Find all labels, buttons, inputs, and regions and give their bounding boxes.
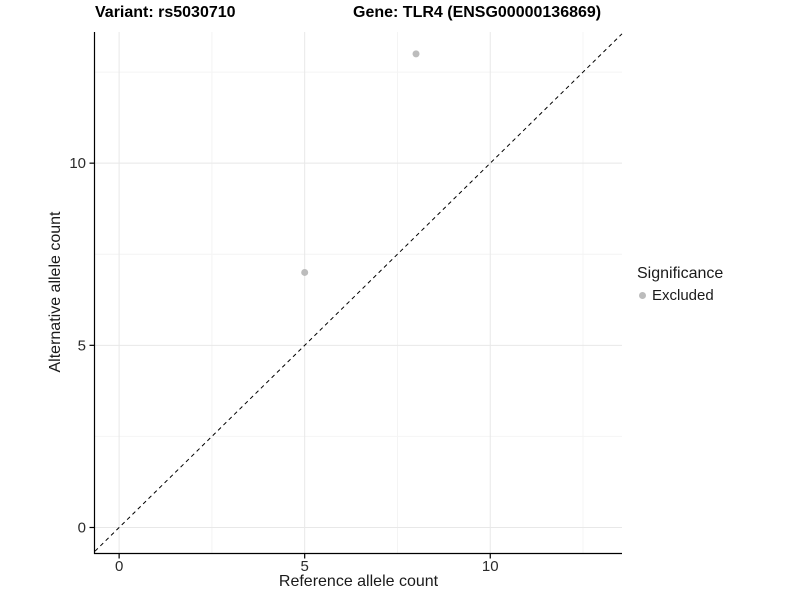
data-point — [301, 268, 309, 276]
excluded-point-icon — [639, 292, 646, 299]
y-axis-title: Alternative allele count — [47, 211, 64, 373]
y-tick-label: 5 — [78, 337, 86, 354]
legend: Significance Excluded — [637, 265, 723, 304]
plot-title-variant: Variant: rs5030710 — [95, 4, 236, 21]
plot-title-gene: Gene: TLR4 (ENSG00000136869) — [353, 4, 602, 21]
legend-title: Significance — [637, 265, 724, 282]
y-tick-label: 10 — [69, 155, 86, 172]
x-tick-label: 10 — [482, 558, 499, 575]
legend-item-label: Excluded — [652, 287, 714, 304]
identity-reference-line — [94, 33, 623, 552]
y-tick-label: 0 — [78, 519, 86, 536]
data-point — [412, 50, 420, 58]
x-tick-label: 5 — [301, 558, 309, 575]
x-axis-title: Reference allele count — [278, 573, 439, 590]
legend-item-excluded: Excluded — [637, 287, 723, 304]
x-tick-label: 0 — [115, 558, 123, 575]
